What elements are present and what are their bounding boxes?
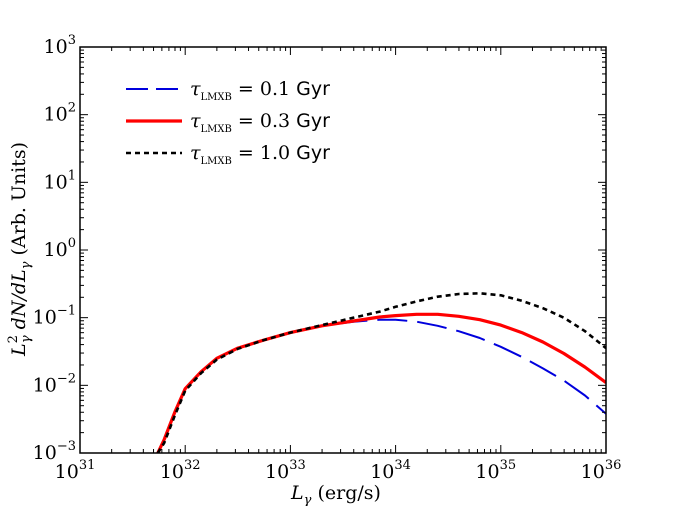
legend-label-1: τLMXB = 0.3 Gyr bbox=[190, 110, 330, 135]
x-tick-label: 1032 bbox=[160, 458, 201, 483]
y-tick-label: 102 bbox=[44, 101, 76, 126]
y-tick-label: 100 bbox=[44, 236, 76, 261]
x-tick-label: 1035 bbox=[475, 458, 516, 483]
y-tick-label: 10−1 bbox=[33, 304, 76, 329]
x-tick-label: 1036 bbox=[581, 458, 622, 483]
y-tick-label: 10−3 bbox=[33, 439, 76, 464]
series-line-1 bbox=[156, 312, 606, 453]
y-tick-label: 103 bbox=[44, 33, 76, 58]
y-tick-label: 101 bbox=[44, 168, 76, 193]
y-tick-label: 10−2 bbox=[33, 371, 76, 396]
series-line-2 bbox=[156, 291, 606, 453]
legend-label-0: τLMXB = 0.1 Gyr bbox=[190, 78, 330, 103]
x-axis-label: Lγ (erg/s) bbox=[290, 482, 381, 506]
plot-frame bbox=[79, 46, 607, 454]
x-tick-label: 1033 bbox=[265, 458, 306, 483]
x-tick-label: 1031 bbox=[55, 458, 96, 483]
legend-label-2: τLMXB = 1.0 Gyr bbox=[190, 142, 330, 167]
x-tick-label: 1034 bbox=[370, 458, 411, 483]
y-axis-label: L2γ dN/dLγ (Arb. Units) bbox=[6, 142, 34, 357]
